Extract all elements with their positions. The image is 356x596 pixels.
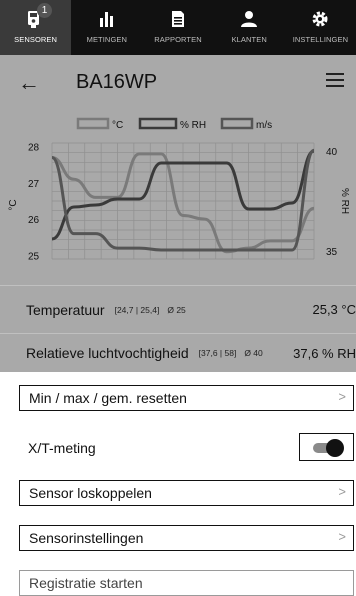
y-left-axis-label: °C [8, 199, 19, 210]
sensor-count-badge: 1 [37, 3, 52, 18]
bottom-tab-bar: 1 SENSOREN METINGEN RAPPORTEN KLANTEN [0, 0, 356, 55]
tab-label: METINGEN [86, 35, 127, 44]
sensor-detail-panel: ← BA16WP °C % RH m/s 28 27 26 25 40 35 °C % RH Tem… [0, 55, 356, 372]
humidity-range: [37,6 | 58] [198, 348, 237, 358]
tab-instellingen[interactable]: INSTELLINGEN [285, 0, 356, 55]
y-left-tick-label: 28 [28, 143, 40, 154]
sensor-chart: °C % RH m/s 28 27 26 25 40 35 °C % RH [8, 117, 350, 262]
chevron-right-icon: > [338, 529, 346, 544]
xt-measurement-toggle[interactable] [299, 433, 354, 461]
series-line-1 [51, 149, 315, 241]
customers-icon [241, 11, 258, 27]
disconnect-sensor-label: Sensor loskoppelen [29, 485, 152, 501]
tab-label: SENSOREN [14, 35, 58, 44]
tab-label: RAPPORTEN [154, 35, 202, 44]
tab-metingen[interactable]: METINGEN [71, 0, 142, 55]
toggle-knob [326, 439, 344, 457]
tab-rapporten[interactable]: RAPPORTEN [142, 0, 213, 55]
temperature-range: [24,7 | 25,4] [114, 304, 160, 315]
y-right-axis-label: % RH [339, 188, 350, 214]
temperature-average: Ø 25 [167, 304, 186, 315]
back-arrow-icon[interactable]: ← [18, 70, 40, 95]
hamburger-menu-icon[interactable] [326, 73, 344, 87]
chevron-right-icon: > [338, 484, 346, 499]
series-line-2 [51, 148, 316, 252]
temperature-row: Temperatuur [24,7 | 25,4] Ø 25 25,3 °C [0, 285, 356, 333]
y-left-tick-label: 27 [28, 179, 40, 190]
start-recording-label: Registratie starten [29, 575, 143, 591]
legend-swatch [138, 117, 178, 130]
disconnect-sensor-button[interactable]: Sensor loskoppelen > [19, 480, 354, 506]
chevron-right-icon: > [338, 389, 346, 404]
legend-label: % RH [180, 120, 206, 131]
legend-swatch [76, 117, 110, 130]
humidity-average: Ø 40 [244, 348, 263, 358]
report-icon [172, 11, 184, 27]
sensor-icon [27, 11, 39, 28]
start-recording-button[interactable]: Registratie starten [19, 570, 354, 596]
gear-icon [312, 11, 328, 27]
y-left-tick-label: 26 [28, 215, 40, 226]
tab-sensoren[interactable]: 1 SENSOREN [0, 0, 72, 55]
sensor-settings-button[interactable]: Sensorinstellingen > [19, 525, 354, 551]
y-right-tick-label: 40 [326, 147, 338, 158]
tab-klanten[interactable]: KLANTEN [214, 0, 285, 55]
y-right-tick-label: 35 [326, 247, 338, 258]
humidity-label: Relatieve luchtvochtigheid [26, 345, 189, 361]
legend-swatch [220, 117, 254, 130]
sensor-settings-label: Sensorinstellingen [29, 530, 144, 546]
y-left-tick-label: 25 [28, 251, 40, 262]
xt-measurement-label: X/T-meting [28, 440, 96, 456]
series-line-0 [51, 152, 315, 254]
legend-label: m/s [256, 120, 272, 131]
header: ← BA16WP [0, 55, 356, 113]
humidity-value: 37,6 % RH [293, 345, 356, 361]
tab-label: INSTELLINGEN [292, 35, 349, 44]
reset-minmax-button[interactable]: Min / max / gem. resetten > [19, 385, 354, 411]
tab-label: KLANTEN [231, 35, 267, 44]
page-title: BA16WP [76, 71, 158, 93]
legend-label: °C [112, 120, 123, 131]
reset-minmax-label: Min / max / gem. resetten [29, 390, 187, 406]
temperature-label: Temperatuur [26, 301, 105, 318]
temperature-value: 25,3 °C [312, 302, 356, 317]
humidity-row: Relatieve luchtvochtigheid [37,6 | 58] Ø… [0, 333, 356, 372]
bar-chart-icon [99, 12, 113, 27]
